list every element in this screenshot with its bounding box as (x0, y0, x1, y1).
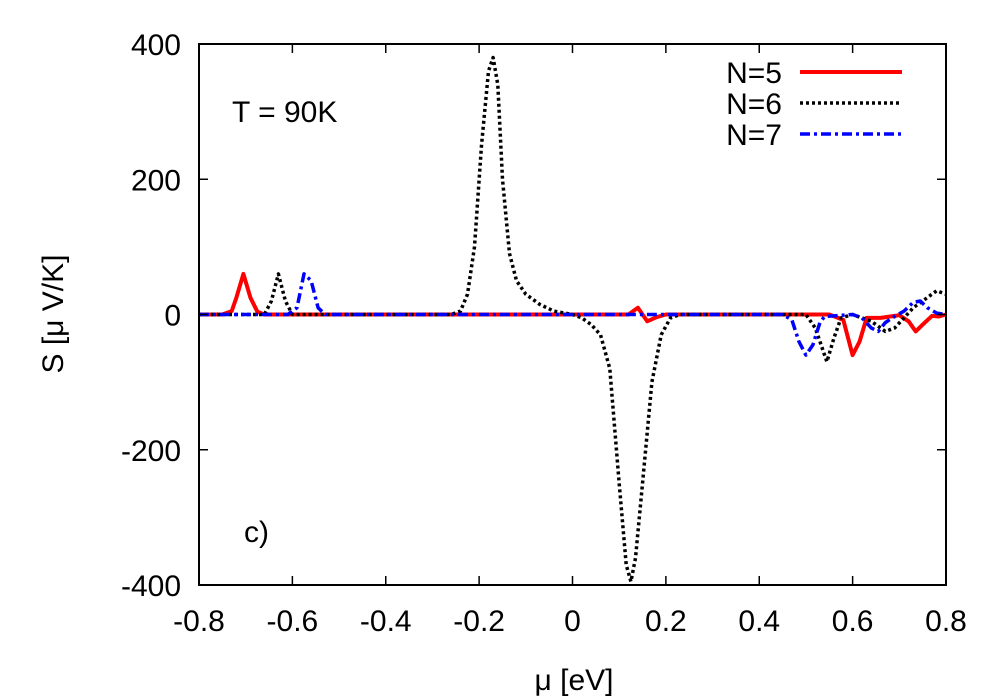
x-tick-label: 0 (564, 605, 581, 638)
y-axis-title: S [μ V/K] (37, 255, 70, 374)
x-tick-label: -0.8 (173, 605, 225, 638)
series-line-3 (199, 272, 947, 357)
legend-label: N=7 (726, 119, 782, 152)
legend-label: N=6 (726, 88, 782, 121)
series-line-1 (199, 271, 947, 358)
x-tick-label: 0.6 (832, 605, 874, 638)
x-tick-label: 0.2 (645, 605, 687, 638)
temperature-annotation: T = 90K (232, 96, 337, 129)
legend-label: N=5 (726, 57, 782, 90)
x-tick-label: -0.4 (360, 605, 412, 638)
x-tick-label: -0.2 (453, 605, 505, 638)
series-line-2 (199, 55, 947, 584)
x-tick-label: 0.4 (738, 605, 780, 638)
y-tick-label: -200 (121, 435, 181, 468)
legend: N=5N=6N=7 (726, 57, 902, 152)
ticks-layer: -0.8 -0.6 -0.4 -0.2 0 0.2 0.4 0.6 0.8 -400 -200 0 20… (121, 29, 967, 638)
y-tick-label: 400 (131, 29, 181, 62)
y-tick-label: 0 (164, 300, 181, 333)
x-tick-label: 0.8 (925, 605, 967, 638)
panel-label: c) (244, 516, 269, 549)
x-tick-label: -0.6 (267, 605, 319, 638)
y-tick-label: -400 (121, 570, 181, 603)
series-layer (199, 55, 947, 584)
y-tick-label: 200 (131, 164, 181, 197)
x-axis-title: μ [eV] (535, 664, 614, 697)
